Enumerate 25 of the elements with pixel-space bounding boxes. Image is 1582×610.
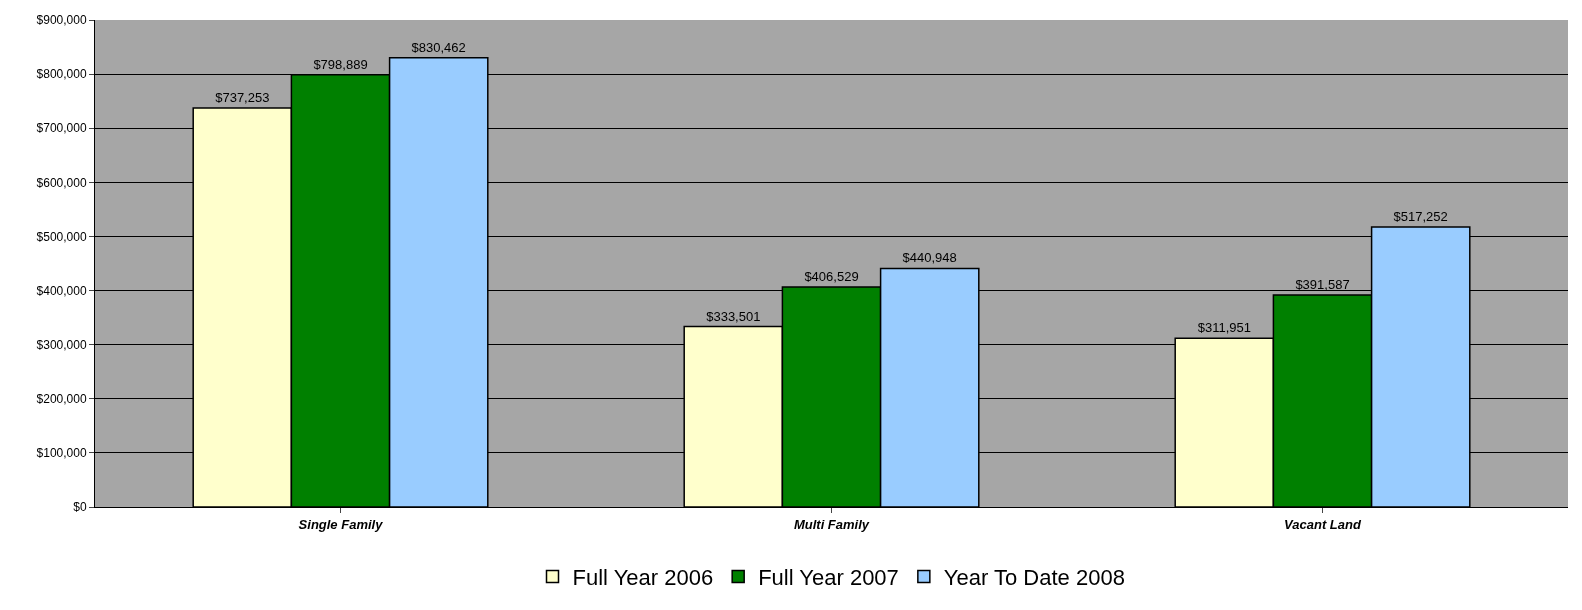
text: $737,253 <box>215 90 270 106</box>
x-tick-label: Single Family <box>298 516 384 532</box>
legend-label: Full Year 2006 <box>572 565 714 591</box>
text: $391,587 <box>1295 277 1350 293</box>
text: $440,948 <box>902 250 957 266</box>
text: $311,951 <box>1197 320 1251 336</box>
text: $830,462 <box>411 39 466 55</box>
text: $517,252 <box>1393 209 1448 225</box>
text: $333,501 <box>706 308 761 324</box>
y-tick-label: $0 <box>73 500 87 515</box>
legend-label: Full Year 2007 <box>758 565 899 591</box>
x-tick-label: Vacant Land <box>1284 516 1362 532</box>
y-tick-label: $800,000 <box>36 67 87 82</box>
text: $798,889 <box>313 56 368 72</box>
y-tick-label: $100,000 <box>36 446 87 461</box>
y-tick-label: $400,000 <box>36 283 87 298</box>
y-tick-label: $500,000 <box>36 229 87 244</box>
y-tick-label: $200,000 <box>36 391 87 406</box>
x-tick-label: Multi Family <box>793 516 870 532</box>
text: $406,529 <box>804 269 859 285</box>
y-tick-label: $900,000 <box>36 13 87 28</box>
legend-label: Year To Date 2008 <box>943 565 1125 591</box>
y-tick-label: $300,000 <box>36 337 87 352</box>
y-tick-label: $600,000 <box>36 175 87 190</box>
y-tick-label: $700,000 <box>36 121 87 136</box>
